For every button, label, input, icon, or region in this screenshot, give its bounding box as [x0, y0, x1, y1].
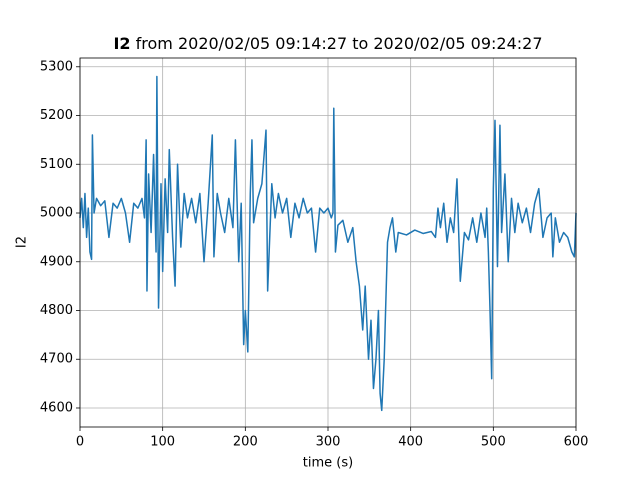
- x-tick-label: 600: [564, 435, 589, 450]
- title-name: I2: [113, 34, 130, 53]
- x-tick-label: 200: [233, 435, 258, 450]
- x-tick-label: 300: [316, 435, 341, 450]
- y-tick-label: 5100: [40, 157, 73, 172]
- x-axis-label: time (s): [303, 456, 353, 471]
- y-tick-label: 4600: [40, 400, 73, 415]
- y-axis-label: I2: [15, 236, 30, 248]
- x-tick-label: 100: [150, 435, 175, 450]
- data-line: [79, 75, 577, 412]
- y-tick-label: 4900: [40, 254, 73, 269]
- y-tick-label: 5300: [40, 59, 73, 74]
- y-tick-label: 4700: [40, 352, 73, 367]
- plot-frame: [79, 57, 577, 428]
- x-tick-label: 500: [481, 435, 506, 450]
- x-tick-label: 400: [398, 435, 423, 450]
- x-tick-label: 0: [76, 435, 84, 450]
- y-tick-label: 5000: [40, 206, 73, 221]
- title-text: from 2020/02/05 09:14:27 to 2020/02/05 0…: [136, 34, 543, 53]
- y-tick-label: 4800: [40, 303, 73, 318]
- chart-title: I2 from 2020/02/05 09:14:27 to 2020/02/0…: [113, 34, 542, 53]
- y-tick-label: 5200: [40, 108, 73, 123]
